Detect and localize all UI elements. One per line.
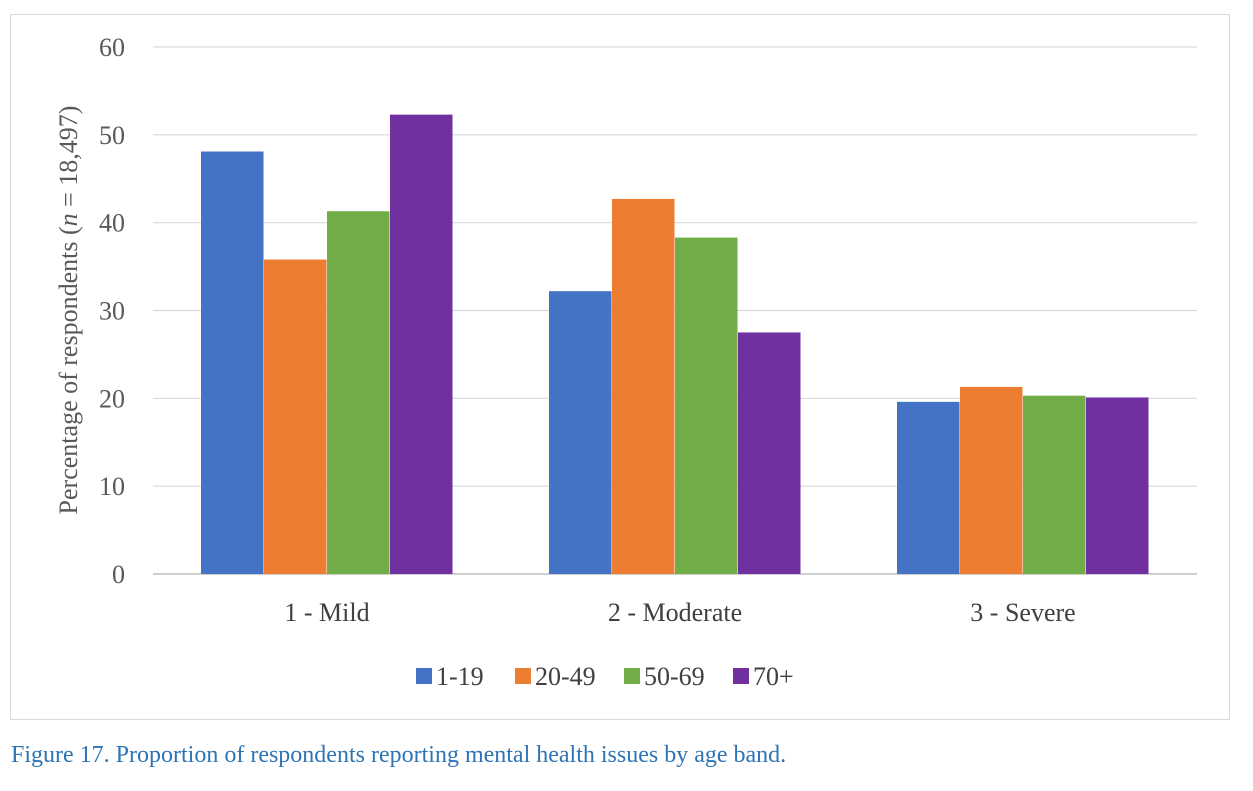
y-tick-label: 10 [99, 472, 125, 501]
y-tick-label: 60 [99, 33, 125, 62]
bar-70+-1-Mild [390, 114, 453, 575]
bar-20-49-2-Moderate [612, 198, 675, 574]
legend-label: 1-19 [436, 662, 484, 691]
y-tick-label: 40 [99, 209, 125, 238]
y-tick-label: 20 [99, 384, 125, 413]
bar-50-69-3-Severe [1023, 395, 1086, 574]
bars [201, 114, 1149, 575]
legend-swatch [515, 668, 531, 684]
legend-label: 20-49 [535, 662, 596, 691]
bar-1-19-1-Mild [201, 151, 264, 574]
x-category-label: 3 - Severe [970, 598, 1075, 627]
y-tick-label: 50 [99, 121, 125, 150]
y-axis-label-suffix: = 18,497) [54, 106, 83, 214]
legend-label: 50-69 [644, 662, 705, 691]
legend-label: 70+ [753, 662, 794, 691]
bar-chart: 0 10 20 30 40 50 60 1 - Mild 2 - Moderate 3 - Se… [54, 33, 1197, 691]
legend-swatch [733, 668, 749, 684]
x-category-label: 1 - Mild [284, 598, 369, 627]
legend: 1-19 20-49 50-69 70+ [416, 662, 794, 691]
bar-1-19-2-Moderate [549, 291, 612, 574]
bar-50-69-1-Mild [327, 211, 390, 574]
x-axis-categories: 1 - Mild 2 - Moderate 3 - Severe [284, 598, 1075, 627]
bar-70+-3-Severe [1086, 397, 1149, 574]
bar-20-49-1-Mild [264, 259, 327, 574]
bar-70+-2-Moderate [738, 332, 801, 574]
legend-swatch [624, 668, 640, 684]
y-tick-label: 30 [99, 297, 125, 326]
bar-1-19-3-Severe [897, 401, 960, 574]
y-axis-label-italic: n [54, 213, 83, 226]
y-tick-label: 0 [112, 560, 125, 589]
y-axis-label-prefix: Percentage of respondents ( [54, 226, 83, 514]
figure-caption: Figure 17. Proportion of respondents rep… [11, 742, 787, 768]
y-axis-label: Percentage of respondents (n = 18,497) [54, 106, 83, 515]
x-category-label: 2 - Moderate [608, 598, 742, 627]
bar-20-49-3-Severe [960, 386, 1023, 574]
bar-50-69-2-Moderate [675, 237, 738, 574]
legend-swatch [416, 668, 432, 684]
y-axis-ticks: 0 10 20 30 40 50 60 [99, 33, 125, 589]
